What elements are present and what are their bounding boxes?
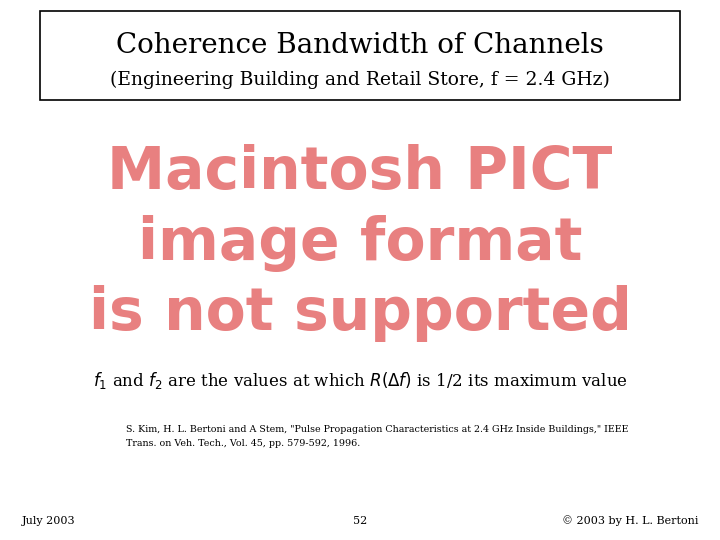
Text: S. Kim, H. L. Bertoni and A Stem, "Pulse Propagation Characteristics at 2.4 GHz : S. Kim, H. L. Bertoni and A Stem, "Pulse… (126, 425, 629, 434)
Text: July 2003: July 2003 (22, 516, 75, 526)
Text: Coherence Bandwidth of Channels: Coherence Bandwidth of Channels (116, 32, 604, 59)
Text: $f_1$ and $f_2$ are the values at which $R(\Delta f)$ is 1/2 its maximum value: $f_1$ and $f_2$ are the values at which … (93, 370, 627, 391)
Text: image format: image format (138, 214, 582, 272)
Text: Trans. on Veh. Tech., Vol. 45, pp. 579-592, 1996.: Trans. on Veh. Tech., Vol. 45, pp. 579-5… (126, 440, 360, 448)
Text: 52: 52 (353, 516, 367, 526)
Text: (Engineering Building and Retail Store, f = 2.4 GHz): (Engineering Building and Retail Store, … (110, 71, 610, 89)
FancyBboxPatch shape (40, 11, 680, 100)
Text: Macintosh PICT: Macintosh PICT (107, 144, 613, 201)
Text: © 2003 by H. L. Bertoni: © 2003 by H. L. Bertoni (562, 516, 698, 526)
Text: is not supported: is not supported (89, 285, 631, 342)
